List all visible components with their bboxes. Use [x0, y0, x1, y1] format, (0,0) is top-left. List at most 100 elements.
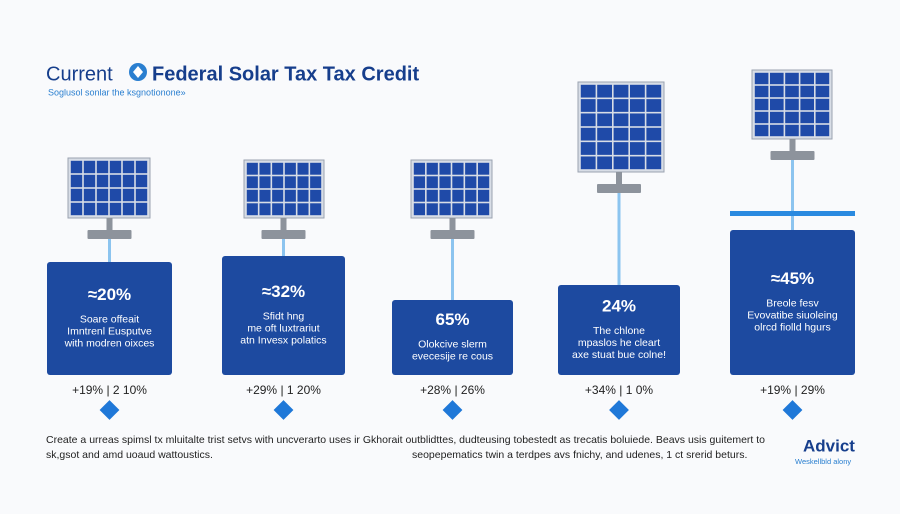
accent-bar: [730, 211, 855, 216]
panel-cell: [613, 99, 629, 112]
panel-cell: [646, 156, 662, 170]
panel-cell: [785, 124, 799, 137]
panel-cell: [613, 156, 629, 170]
panel-cell: [259, 176, 271, 189]
panel-cell: [630, 99, 645, 112]
panel-post: [449, 218, 456, 230]
title-lead: Current: [46, 63, 113, 85]
panel-cell: [439, 162, 451, 175]
panel-cell: [284, 189, 296, 202]
panel-post: [789, 139, 796, 151]
title-icon: [129, 63, 147, 81]
panel-cell: [310, 203, 322, 216]
panel-cell: [815, 98, 830, 111]
panel-cell: [413, 189, 426, 202]
panel-cell: [122, 202, 135, 216]
panel-cell: [284, 176, 296, 189]
diamond: [782, 400, 803, 420]
panel-cell: [96, 202, 109, 216]
panel-cell: [246, 162, 258, 175]
panel-cell: [284, 162, 296, 175]
panel-cell: [754, 124, 769, 137]
panel-cell: [109, 160, 122, 174]
panel-cell: [452, 189, 464, 202]
panel-cell: [580, 142, 596, 155]
panel-cell: [83, 188, 96, 202]
panel-cell: [580, 156, 596, 170]
panel-cell: [613, 84, 629, 98]
mount-bracket: [261, 230, 306, 239]
panel-cell: [815, 111, 830, 124]
logo-subtitle: Weskellbld alony: [795, 457, 851, 466]
panel-cell: [580, 84, 596, 98]
panel-cell: [785, 72, 799, 85]
panel-cell: [135, 174, 148, 188]
card-line: with modren oixces: [64, 337, 155, 349]
panel-cell: [259, 203, 271, 216]
panel-cell: [613, 142, 629, 155]
panel-cell: [122, 188, 135, 202]
card-line: atn Invesx polatics: [240, 334, 326, 346]
panel-cell: [477, 176, 490, 189]
card-line: evecesije re cous: [412, 350, 493, 362]
panel-cell: [646, 142, 662, 155]
logo: Advict: [803, 436, 855, 455]
panel-cell: [109, 174, 122, 188]
panel-cell: [413, 203, 426, 216]
card-percent: ≈45%: [771, 269, 814, 288]
panel-cell: [770, 85, 784, 98]
panel-cell: [452, 162, 464, 175]
panel-cell: [465, 189, 477, 202]
diamond: [99, 400, 120, 420]
panel-cell: [800, 98, 814, 111]
panel-cell: [284, 203, 296, 216]
panel-cell: [613, 127, 629, 141]
panel-cell: [613, 113, 629, 127]
card-percent: ≈32%: [262, 282, 305, 301]
panel-cell: [630, 142, 645, 155]
panel-cell: [310, 189, 322, 202]
panel-cell: [477, 162, 490, 175]
card: [392, 300, 513, 375]
panel-cell: [770, 72, 784, 85]
card: [47, 262, 172, 375]
panel-cell: [452, 176, 464, 189]
diamond: [609, 400, 629, 420]
panel-cell: [272, 176, 284, 189]
panel-cell: [800, 111, 814, 124]
card-line: Evovatibe siuoleing: [747, 309, 838, 321]
panel-cell: [630, 113, 645, 127]
panel-cell: [426, 203, 438, 216]
panel-cell: [439, 176, 451, 189]
panel-cell: [122, 174, 135, 188]
mount-bracket: [597, 184, 641, 193]
card-percent: 65%: [435, 310, 469, 329]
panel-cell: [272, 203, 284, 216]
panel-cell: [426, 176, 438, 189]
panel-cell: [83, 160, 96, 174]
card-line: Olokcive slerm: [418, 338, 487, 350]
panel-cell: [297, 189, 309, 202]
card-line: olrcd fiolld hgurs: [754, 321, 830, 333]
panel-cell: [754, 111, 769, 124]
panel-cell: [246, 189, 258, 202]
panel-cell: [297, 162, 309, 175]
panel-cell: [754, 98, 769, 111]
panel-cell: [477, 189, 490, 202]
panel-cell: [426, 189, 438, 202]
panel-cell: [630, 127, 645, 141]
card-stats: +34% | 1 0%: [585, 383, 653, 397]
panel-cell: [83, 174, 96, 188]
diamond: [442, 400, 463, 420]
panel-cell: [630, 156, 645, 170]
panel-cell: [800, 72, 814, 85]
panel-cell: [646, 113, 662, 127]
panel-cell: [96, 174, 109, 188]
panel-cell: [439, 203, 451, 216]
card-percent: 24%: [602, 296, 636, 315]
panel-cell: [413, 176, 426, 189]
panel-cell: [630, 84, 645, 98]
panel-cell: [310, 162, 322, 175]
panel-cell: [246, 203, 258, 216]
